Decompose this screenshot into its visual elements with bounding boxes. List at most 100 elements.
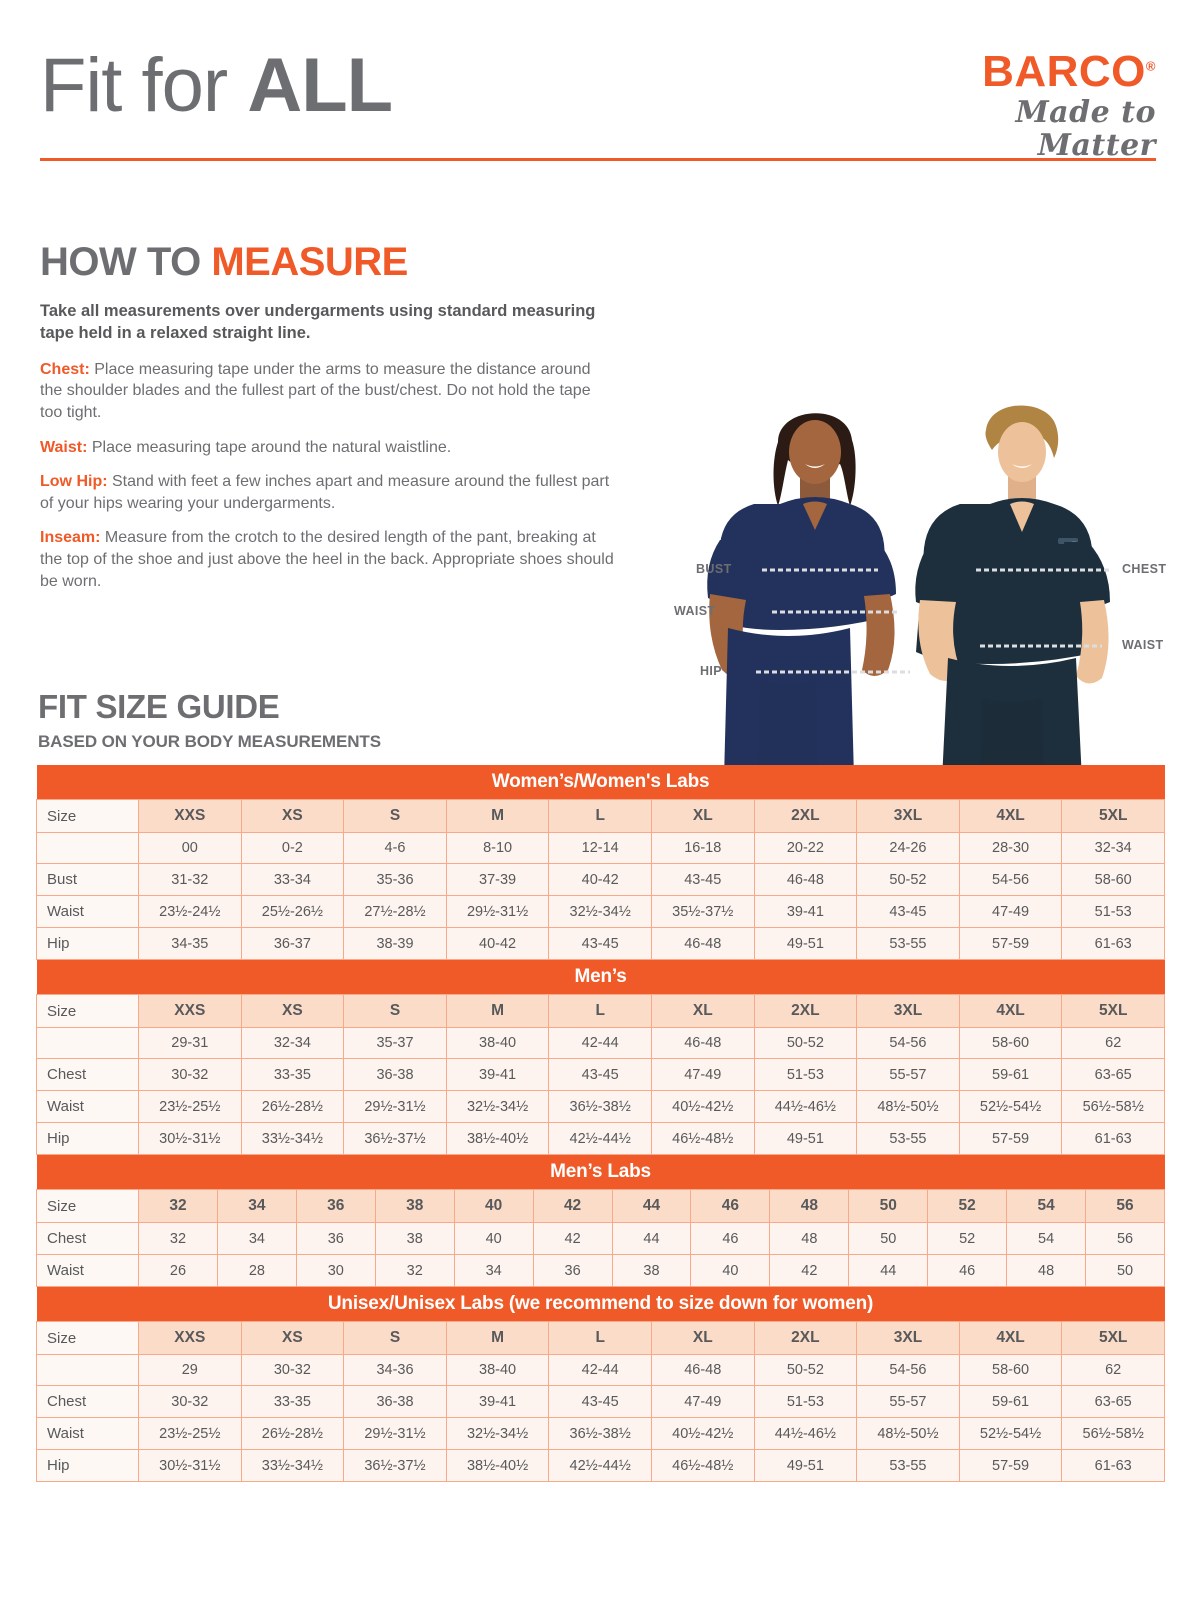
size-header-cell: S bbox=[343, 994, 447, 1028]
table-cell: 56½-58½ bbox=[1061, 1090, 1166, 1123]
table-cell: 56½-58½ bbox=[1061, 1417, 1166, 1450]
fit-size-guide-subheading: BASED ON YOUR BODY MEASUREMENTS bbox=[38, 732, 381, 751]
models-illustration: BUST WAIST HIP CHEST WAIST bbox=[660, 380, 1180, 780]
table-cell: 57-59 bbox=[958, 1122, 1063, 1155]
table-cell: 50-52 bbox=[753, 1354, 858, 1386]
brand-tagline: Made to Matter bbox=[1015, 95, 1156, 163]
table-cell: 30 bbox=[295, 1254, 376, 1287]
table-cell: 0-2 bbox=[240, 832, 345, 864]
table-cell: 48½-50½ bbox=[856, 1417, 960, 1450]
table-cell: 36-38 bbox=[343, 1385, 447, 1418]
table-cell: 50 bbox=[1085, 1254, 1165, 1287]
table-row: Chest 30-32 33-35 36-38 39-41 43-45 47-49 51-53… bbox=[36, 1058, 1166, 1091]
table-cell: 32½-34½ bbox=[548, 895, 652, 928]
table-cell: 28 bbox=[216, 1254, 297, 1287]
table-cell: 23½-25½ bbox=[138, 1090, 242, 1123]
measure-item-chest-label: Chest: bbox=[40, 360, 90, 378]
table-cell: 46-48 bbox=[650, 1027, 755, 1059]
table-cell: 34-36 bbox=[343, 1354, 447, 1386]
table-cell: 36 bbox=[532, 1254, 613, 1287]
table-row: Chest 30-32 33-35 36-38 39-41 43-45 47-49 51-53… bbox=[36, 1385, 1166, 1418]
table-cell: 36½-38½ bbox=[548, 1417, 652, 1450]
size-header-cell: M bbox=[445, 994, 550, 1028]
measure-item-inseam: Inseam: Measure from the crotch to the d… bbox=[40, 527, 615, 592]
table-cell: 50-52 bbox=[856, 863, 960, 896]
measure-lead-text: Take all measurements over undergarments… bbox=[40, 302, 596, 342]
size-header-cell: 3XL bbox=[856, 994, 960, 1028]
table-cell: 25½-26½ bbox=[240, 895, 345, 928]
size-header-cell: XS bbox=[240, 994, 345, 1028]
table-cell: 52½-54½ bbox=[958, 1090, 1063, 1123]
table-cell: 35-37 bbox=[343, 1027, 447, 1059]
table-cell: 54-56 bbox=[958, 863, 1063, 896]
table-cell: 36½-38½ bbox=[548, 1090, 652, 1123]
size-header-cell: XL bbox=[650, 799, 755, 833]
table-cell: 49-51 bbox=[753, 927, 858, 960]
size-table-4: Unisex/Unisex Labs (we recommend to size… bbox=[36, 1287, 1166, 1482]
table-cell: 40 bbox=[690, 1254, 771, 1287]
row-label-waist: Waist bbox=[36, 895, 139, 928]
measure-item-low-hip: Low Hip: Stand with feet a few inches ap… bbox=[40, 471, 615, 514]
table-cell: 23½-25½ bbox=[138, 1417, 242, 1450]
table-size-header-row: Size XXS XS S M L XL 2XL 3XL 4XL 5XL bbox=[36, 994, 1166, 1028]
table-cell: 51-53 bbox=[753, 1385, 858, 1418]
table-cell: 31-32 bbox=[138, 863, 242, 896]
label-waist-female: WAIST bbox=[674, 604, 716, 618]
table-row: Waist 26 28 30 32 34 36 38 40 42 44 46 48 50 bbox=[36, 1254, 1165, 1287]
size-header-cell: M bbox=[445, 1321, 550, 1355]
table-cell: 39-41 bbox=[753, 895, 858, 928]
table-cell: 24-26 bbox=[856, 832, 960, 864]
table-cell: 26½-28½ bbox=[240, 1090, 345, 1123]
table-cell: 33-34 bbox=[240, 863, 345, 896]
fit-size-guide-header: FIT SIZE GUIDE BASED ON YOUR BODY MEASUR… bbox=[38, 688, 381, 752]
table-band-title: Men’s Labs bbox=[36, 1155, 1165, 1190]
size-header-cell: XL bbox=[650, 1321, 755, 1355]
table-cell: 20-22 bbox=[753, 832, 858, 864]
table-cell: 38 bbox=[374, 1222, 455, 1255]
size-table-2: Men’s Size XXS XS S M L XL 2XL 3XL 4XL 5XL 29-31 32-3… bbox=[36, 960, 1166, 1155]
table-cell: 43-45 bbox=[856, 895, 960, 928]
table-cell: 43-45 bbox=[650, 863, 755, 896]
table-cell: 29 bbox=[138, 1354, 242, 1386]
table-cell: 46-48 bbox=[650, 927, 755, 960]
size-header-cell: 38 bbox=[374, 1189, 455, 1223]
size-header-cell: 40 bbox=[453, 1189, 534, 1223]
label-hip: HIP bbox=[700, 664, 723, 678]
table-cell: 57-59 bbox=[958, 927, 1063, 960]
table-cell: 29-31 bbox=[138, 1027, 242, 1059]
measure-item-inseam-label: Inseam: bbox=[40, 529, 101, 547]
table-row: 00 0-2 4-6 8-10 12-14 16-18 20-22 24-26 28-30 32-… bbox=[36, 832, 1166, 864]
table-cell: 59-61 bbox=[958, 1058, 1063, 1091]
table-cell: 36-37 bbox=[240, 927, 345, 960]
table-row: Hip 30½-31½ 33½-34½ 36½-37½ 38½-40½ 42½-44½ 46… bbox=[36, 1449, 1166, 1482]
table-band-title: Men’s bbox=[36, 960, 1165, 995]
page-title-light: Fit for bbox=[40, 43, 248, 128]
row-label-blank bbox=[36, 832, 139, 864]
measure-item-inseam-text: Measure from the crotch to the desired l… bbox=[40, 529, 614, 590]
table-cell: 26 bbox=[138, 1254, 218, 1287]
table-cell: 50 bbox=[848, 1222, 929, 1255]
table-cell: 52½-54½ bbox=[958, 1417, 1063, 1450]
registered-trademark-icon: ® bbox=[1145, 58, 1156, 74]
table-cell: 46½-48½ bbox=[650, 1122, 755, 1155]
table-cell: 54-56 bbox=[856, 1027, 960, 1059]
male-model-icon bbox=[915, 405, 1110, 780]
table-cell: 49-51 bbox=[753, 1449, 858, 1482]
table-row: 29 30-32 34-36 38-40 42-44 46-48 50-52 54-56 58-… bbox=[36, 1354, 1166, 1386]
table-cell: 12-14 bbox=[548, 832, 652, 864]
table-cell: 48½-50½ bbox=[856, 1090, 960, 1123]
table-cell: 58-60 bbox=[1061, 863, 1166, 896]
table-cell: 46-48 bbox=[753, 863, 858, 896]
table-cell: 30½-31½ bbox=[138, 1449, 242, 1482]
table-cell: 54 bbox=[1006, 1222, 1087, 1255]
table-cell: 32-34 bbox=[1061, 832, 1166, 864]
size-header-cell: L bbox=[548, 799, 652, 833]
table-cell: 38½-40½ bbox=[445, 1449, 550, 1482]
table-cell: 40-42 bbox=[548, 863, 652, 896]
size-header-cell: 56 bbox=[1085, 1189, 1165, 1223]
table-band-header: Unisex/Unisex Labs (we recommend to size… bbox=[36, 1287, 1165, 1322]
size-header-cell: XXS bbox=[138, 994, 242, 1028]
size-header-cell: L bbox=[548, 1321, 652, 1355]
table-band-header: Women’s/Women's Labs bbox=[36, 765, 1165, 800]
table-cell: 53-55 bbox=[856, 1449, 960, 1482]
